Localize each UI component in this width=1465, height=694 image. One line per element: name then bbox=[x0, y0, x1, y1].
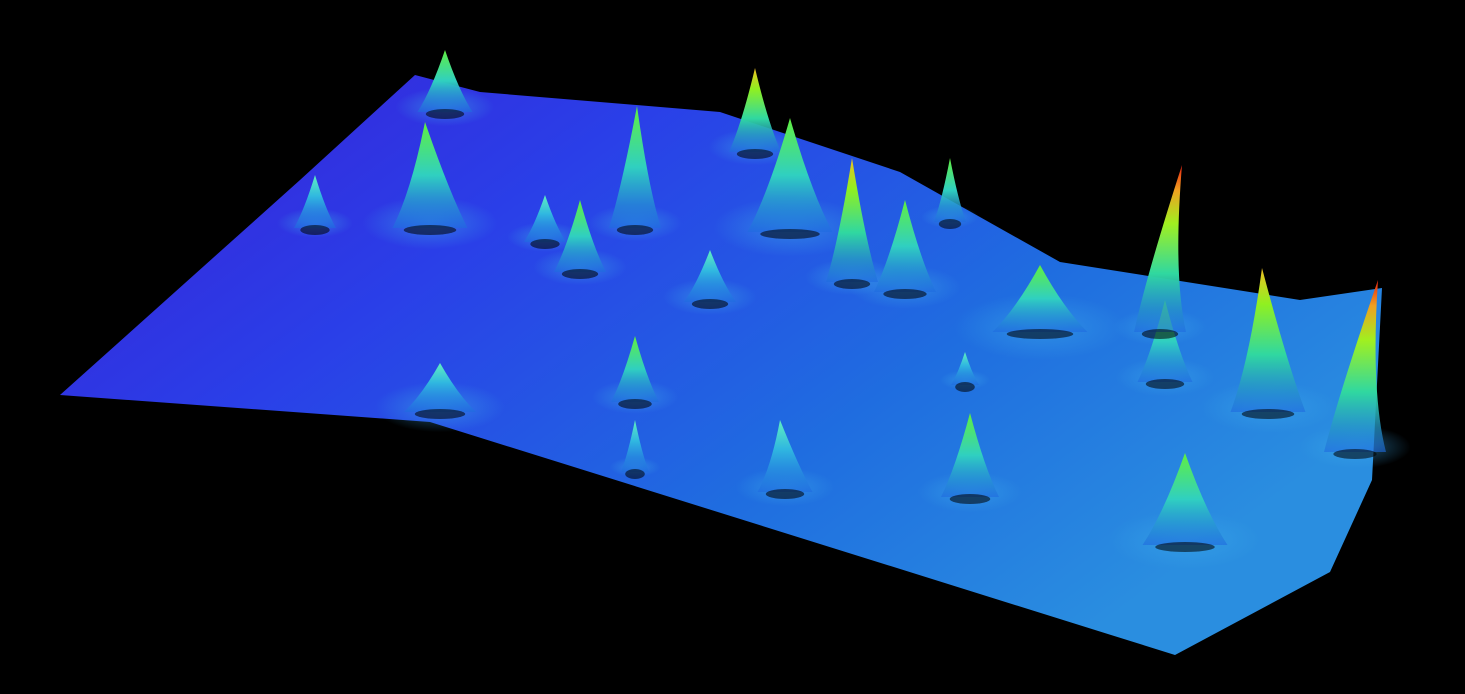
peak bbox=[1324, 280, 1386, 452]
peak-shadow bbox=[561, 269, 599, 279]
peak-shadow bbox=[1141, 329, 1179, 339]
peak-shadow bbox=[949, 494, 991, 504]
peak bbox=[294, 175, 336, 228]
peak bbox=[611, 336, 659, 402]
peak bbox=[941, 413, 999, 497]
peak-shadow bbox=[736, 149, 774, 159]
peak-shadow bbox=[618, 399, 652, 409]
peak-shadow bbox=[625, 469, 645, 479]
peak-shadow bbox=[833, 279, 871, 289]
peak bbox=[934, 158, 966, 222]
peak bbox=[1134, 165, 1186, 332]
peak-shadow bbox=[765, 489, 805, 499]
peak-shadow bbox=[883, 289, 927, 299]
peak bbox=[392, 122, 468, 228]
peak-shadow bbox=[955, 382, 975, 392]
peak bbox=[747, 118, 833, 232]
peak bbox=[404, 363, 476, 412]
peak-shadow bbox=[1333, 449, 1377, 459]
peak-shadow bbox=[425, 109, 465, 119]
peak-shadow bbox=[1155, 542, 1215, 552]
peak bbox=[992, 265, 1088, 332]
peak-shadow bbox=[300, 225, 330, 235]
peak-shadow bbox=[691, 299, 729, 309]
peak bbox=[1142, 453, 1228, 545]
peak bbox=[826, 158, 878, 282]
peak bbox=[757, 420, 813, 492]
peak bbox=[524, 195, 566, 242]
peak bbox=[1230, 268, 1306, 412]
peak bbox=[1137, 300, 1193, 382]
peak bbox=[684, 250, 736, 302]
peak-shadow bbox=[414, 409, 466, 419]
peak-shadow bbox=[760, 229, 820, 239]
peak-shadow bbox=[1241, 409, 1295, 419]
peak bbox=[554, 200, 606, 272]
peak-shadow bbox=[403, 225, 457, 235]
peak bbox=[951, 352, 979, 385]
peak bbox=[609, 106, 661, 228]
peak bbox=[729, 68, 781, 152]
peak-shadow bbox=[1006, 329, 1074, 339]
peak bbox=[621, 420, 649, 472]
peak-shadow bbox=[530, 239, 560, 249]
peak-shadow bbox=[616, 225, 654, 235]
peak-shadow bbox=[938, 219, 962, 229]
peak bbox=[417, 50, 473, 112]
peak-shadow bbox=[1145, 379, 1185, 389]
peak bbox=[874, 200, 936, 292]
